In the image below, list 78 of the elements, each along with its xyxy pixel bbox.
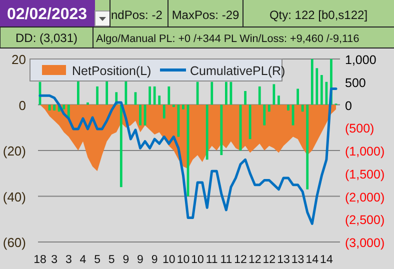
bar bbox=[287, 104, 290, 110]
legend-label: CumulativePL(R) bbox=[190, 64, 286, 78]
y-tick-label: 20 bbox=[12, 52, 26, 67]
bar bbox=[172, 104, 175, 108]
bar bbox=[296, 88, 299, 105]
x-tick-label: 9 bbox=[151, 254, 158, 266]
bar bbox=[210, 82, 214, 105]
bar bbox=[153, 86, 156, 105]
bar bbox=[244, 91, 246, 105]
text: Qty: 122 [b0,s122] bbox=[269, 8, 368, 22]
y-tick-label: (20) bbox=[2, 144, 26, 158]
y-tick-label: 0 bbox=[18, 98, 26, 113]
bar bbox=[206, 104, 208, 160]
bar bbox=[272, 84, 276, 105]
x-tick-label: 14 bbox=[306, 254, 320, 266]
y2-tick-label: (500) bbox=[345, 122, 374, 136]
bar bbox=[86, 102, 89, 105]
bar bbox=[278, 96, 280, 105]
bar bbox=[120, 104, 122, 188]
x-tick-label: 3 bbox=[51, 254, 58, 266]
bar bbox=[53, 104, 56, 110]
x-tick-label: 10 bbox=[176, 254, 190, 266]
y2-tick-label: 500 bbox=[345, 76, 366, 90]
bar bbox=[263, 104, 266, 126]
bar bbox=[320, 75, 323, 105]
x-tick-label: 5 bbox=[108, 254, 115, 266]
x-tick-label: 3 bbox=[65, 254, 72, 266]
y-tick-label: (40) bbox=[2, 189, 26, 204]
x-tick-label: 11 bbox=[220, 254, 232, 266]
text: ndPos: -2 bbox=[111, 8, 163, 22]
bar bbox=[220, 104, 223, 156]
x-tick-label: 4 bbox=[80, 254, 87, 266]
y2-tick-label: (3,000) bbox=[345, 236, 385, 250]
x-tick-label: 12 bbox=[234, 254, 247, 266]
bar bbox=[96, 86, 98, 105]
bar bbox=[77, 80, 80, 105]
bar bbox=[139, 104, 142, 126]
text: Algo/Manual PL: +0 /+344 PL Win/Loss: +9,460 /-9,116 bbox=[96, 33, 360, 45]
y2-tick-label: (1,000) bbox=[345, 144, 385, 158]
bar bbox=[62, 104, 66, 110]
x-tick-label: 13 bbox=[277, 254, 290, 266]
bar bbox=[124, 80, 128, 105]
bar bbox=[310, 59, 314, 105]
x-tick-label: 5 bbox=[94, 254, 100, 266]
legend-label: NetPosition(L) bbox=[72, 64, 152, 78]
x-tick-label: 13 bbox=[291, 254, 304, 266]
bar bbox=[148, 86, 151, 105]
bar bbox=[316, 68, 318, 105]
y2-tick-label: 1,000 bbox=[345, 53, 376, 67]
x-tick-label: 14 bbox=[320, 254, 334, 266]
y2-tick-label: (2,500) bbox=[345, 213, 385, 228]
bar bbox=[106, 80, 108, 105]
bar bbox=[306, 104, 309, 190]
y-tick-label: (60) bbox=[2, 235, 26, 250]
bar bbox=[182, 104, 184, 110]
x-tick-label: 9 bbox=[137, 254, 144, 266]
bar bbox=[301, 104, 304, 112]
x-tick-label: 11 bbox=[206, 254, 218, 266]
bar bbox=[258, 86, 261, 105]
text: DD: (3,031) bbox=[15, 31, 78, 45]
y2-tick-label: 0 bbox=[345, 98, 352, 113]
x-tick-label: 9 bbox=[122, 254, 130, 266]
text: MaxPos: -29 bbox=[172, 8, 240, 22]
bar bbox=[268, 104, 270, 112]
chart-title: 02/02/2023 bbox=[6, 6, 88, 23]
y2-tick-label: (2,000) bbox=[345, 190, 385, 204]
x-tick-label: 18 bbox=[34, 254, 46, 266]
x-tick-label: 12 bbox=[248, 254, 262, 266]
bar bbox=[168, 86, 170, 105]
x-tick-label: 10 bbox=[191, 254, 204, 266]
y2-tick-label: (1,500) bbox=[345, 167, 385, 182]
bar bbox=[225, 82, 228, 105]
x-tick-label: 10 bbox=[162, 254, 176, 266]
x-tick-label: 12 bbox=[262, 254, 276, 266]
bar bbox=[158, 96, 161, 105]
bar bbox=[248, 104, 252, 140]
bar bbox=[162, 104, 166, 118]
line-series bbox=[38, 87, 338, 225]
